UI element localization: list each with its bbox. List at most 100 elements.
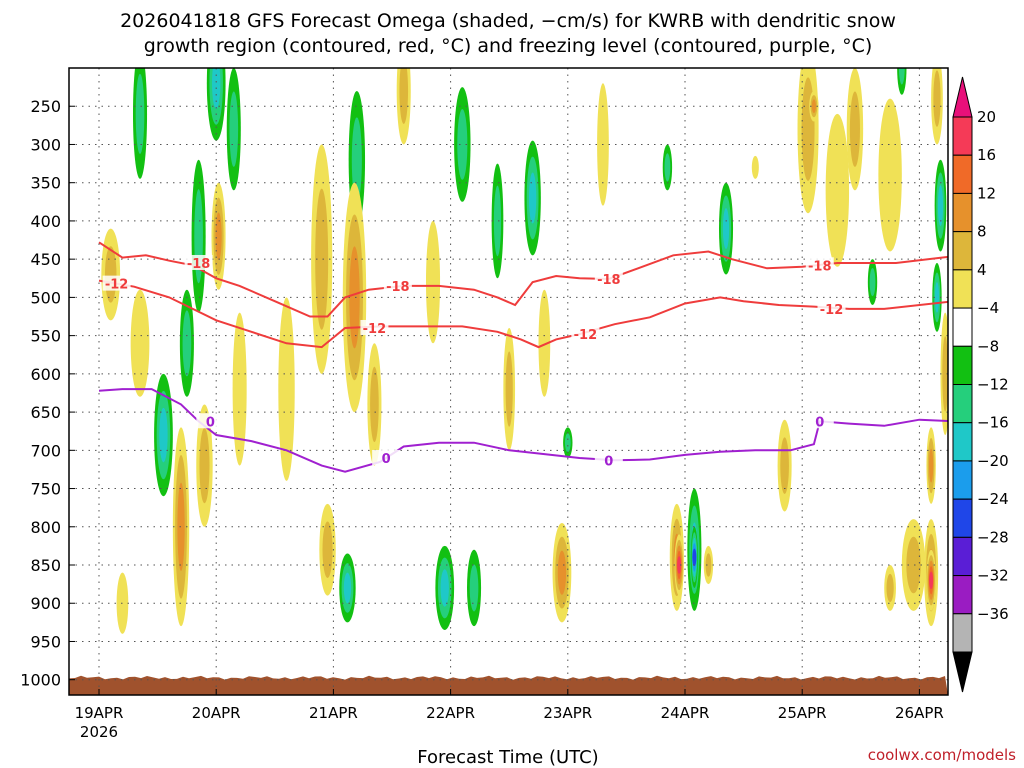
colorbar-box-12 [952,575,973,615]
contour-label-bg-1-0 [102,275,131,291]
omega-blob-44-level-0 [825,113,850,267]
contour-label-2-3: 0 [815,415,824,430]
x-tick-label-6: 25APR [778,704,827,722]
colorbar-box-4 [952,269,973,309]
omega-blob-45-level-1 [849,91,860,167]
contour-label-0-3: -18 [808,259,832,274]
colorbar-box-5 [952,307,973,347]
colorbar-label-1: 16 [977,146,996,164]
credit-text: coolwx.com/models [868,746,1016,764]
colorbar-box-9 [952,460,973,500]
colorbar-label-10: −24 [977,490,1009,508]
omega-blob-18-level-1 [351,117,362,203]
x-tick-year-0: 2026 [80,723,118,741]
y-tick-label-850: 850 [30,556,61,575]
omega-blob-0-level-1 [104,246,117,303]
omega-blob-2-level-1 [135,73,145,154]
omega-blob-17-level-2 [343,572,352,604]
plot-area: -18 -18 -18 -18 -12 -12 -12 -12 0 0 0 0 [68,67,949,696]
y-tick-label-300: 300 [30,135,61,154]
omega-blob-49-level-1 [898,68,905,85]
omega-blob-33-level-1 [664,153,671,182]
y-tick-label-600: 600 [30,365,61,384]
y-tick-label-450: 450 [30,250,61,269]
omega-blob-13-level-0 [232,312,247,466]
omega-blob-27-level-1 [505,351,513,427]
colorbar-box-13 [952,613,973,653]
contour-label-1-1: -12 [363,322,387,337]
contour-label-0-2: -18 [597,273,621,288]
omega-blob-43-level-2 [811,99,817,114]
colorbar-bottom-arrow [952,651,973,693]
omega-blob-11-level-2 [215,212,222,261]
y-tick-label-700: 700 [30,441,61,460]
contour-label-0-0: -18 [187,257,211,272]
contour-label-bg-2-1 [372,449,401,465]
contour-label-bg-0-2 [594,271,623,287]
omega-blob-40-level-0 [751,155,759,179]
omega-blob-24-level-1 [457,109,468,180]
colorbar-label-9: −20 [977,452,1009,470]
contour-label-1-2: -12 [574,328,598,343]
colorbar-box-1 [952,154,973,194]
colorbar-top-arrow [952,76,973,118]
omega-blob-56-level-2 [934,282,940,313]
omega-blob-28-level-2 [528,172,537,224]
y-tick-label-550: 550 [30,327,61,346]
omega-blob-52-level-4 [929,571,934,590]
y-tick-label-900: 900 [30,594,61,613]
colorbar-label-3: 8 [977,223,987,241]
omega-blob-46-level-1 [869,267,876,297]
omega-blob-22-level-0 [425,220,441,344]
colorbar-box-3 [952,231,973,271]
contour-label-bg-2-2 [594,452,623,468]
omega-blob-37-level-4 [692,548,697,567]
colorbar-label-4: 4 [977,261,987,279]
chart-title-line1: 2026041818 GFS Forecast Omega (shaded, −… [120,10,896,32]
y-tick-label-650: 650 [30,403,61,422]
colorbar-box-11 [952,536,973,577]
ground-terrain [69,675,948,695]
contour-line-1 [98,279,948,349]
x-tick-label-0: 19APR [75,704,124,722]
colorbar-label-0: 20 [977,108,996,126]
ground-terrain-layer [69,675,948,695]
colorbar-box-10 [952,498,973,538]
colorbar-label-2: 12 [977,184,996,202]
contour-label-bg-2-3 [805,413,834,429]
y-tick-label-500: 500 [30,288,61,307]
contour-label-bg-1-2 [571,326,600,342]
x-tick-label-2: 21APR [309,704,358,722]
omega-blob-50-level-1 [906,536,921,594]
x-tick-label-1: 20APR [192,704,241,722]
contour-label-1-3: -12 [820,303,844,318]
contour-layer: -18 -18 -18 -18 -12 -12 -12 -12 0 0 0 0 [98,241,948,473]
contour-label-bg-2-0 [196,413,225,429]
y-tick-label-1000: 1000 [20,671,61,690]
y-tick-label-350: 350 [30,174,61,193]
omega-blob-41-level-1 [780,437,789,494]
colorbar-box-2 [952,192,973,233]
omega-blob-57-level-1 [942,336,948,412]
contour-label-bg-0-3 [805,257,834,273]
contour-label-0-1: -18 [386,280,410,295]
omega-blob-3-level-0 [130,289,150,397]
omega-blob-23-level-2 [440,569,449,607]
omega-blob-35-level-4 [677,556,682,574]
contour-line-0 [98,241,948,318]
omega-blob-38-level-1 [705,553,712,577]
omega-blob-39-level-2 [722,208,730,249]
colorbar-box-7 [952,384,973,424]
colorbar-box-0 [952,116,973,156]
plot-frame [68,67,949,696]
contour-label-2-0: 0 [206,415,215,430]
y-tick-label-250: 250 [30,97,61,116]
colorbar-box-8 [952,422,973,462]
colorbar-box-6 [952,345,973,385]
colorbar-label-12: −32 [977,567,1009,585]
colorbar: 20 16 12 8 4 −4 −8 −12 −16 −20 −24 −28 −32 −36 [952,76,1009,693]
contour-line-2 [98,388,948,473]
chart-title-line2: growth region (contoured, red, °C) and f… [144,35,873,57]
